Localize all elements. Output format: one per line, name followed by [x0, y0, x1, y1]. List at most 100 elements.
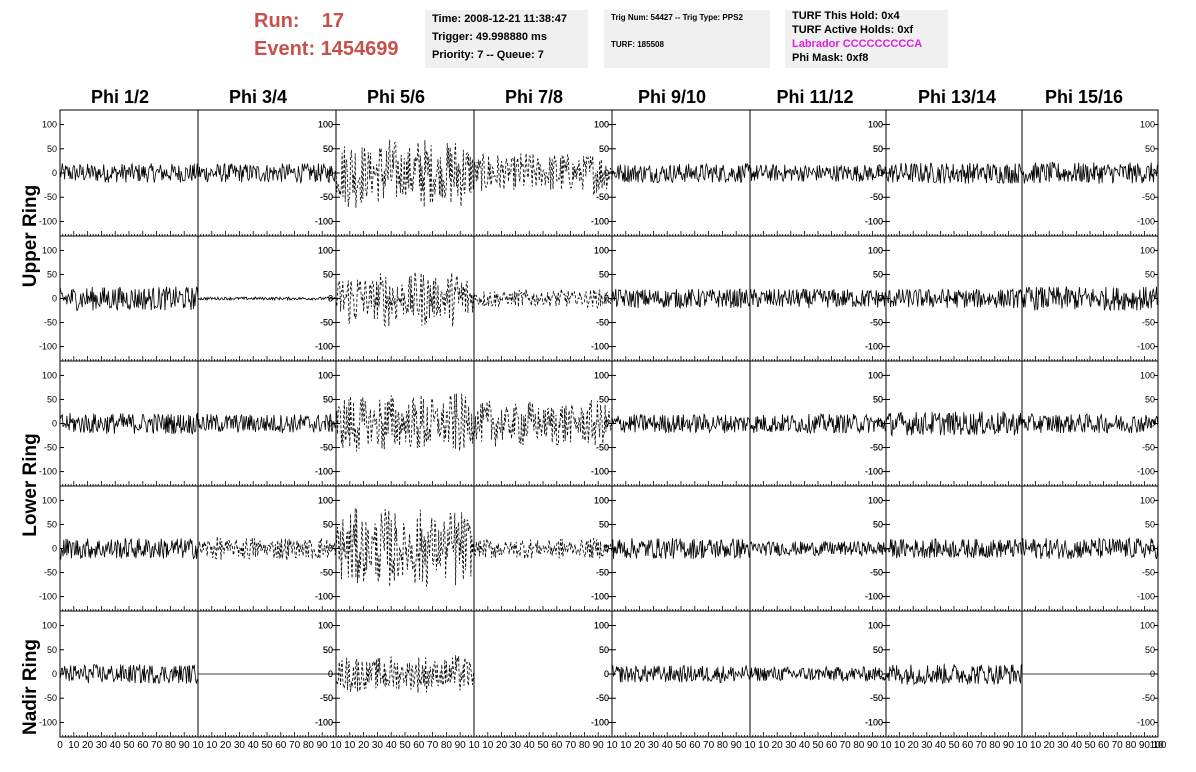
y-tick-label: 0	[328, 669, 333, 679]
waveform-r4-c4	[611, 664, 751, 684]
y-tick-label: -50	[870, 443, 883, 453]
column-title-phi-7-8: Phi 7/8	[504, 87, 564, 107]
x-tick-label: 60	[1098, 740, 1110, 751]
y-tick-label: 0	[878, 168, 883, 178]
y-tick-label: -50	[870, 318, 883, 328]
y-tick-label: -50	[596, 568, 609, 578]
waveform-r0-c0	[59, 163, 199, 183]
x-tick-label: 40	[799, 740, 811, 751]
y-tick-label: 100	[42, 370, 57, 380]
x-tick-label: 40	[935, 740, 947, 751]
y-tick-label: 0	[604, 669, 609, 679]
y-tick-label: -100	[315, 717, 333, 727]
x-tick-label: 60	[826, 740, 838, 751]
y-tick-label: -50	[596, 693, 609, 703]
y-tick-label: -100	[315, 467, 333, 477]
y-tick-label: -100	[315, 216, 333, 226]
x-tick-label: 60	[689, 740, 701, 751]
y-tick-label: -50	[870, 693, 883, 703]
x-tick-label: 20	[634, 740, 646, 751]
y-tick-label: 50	[873, 144, 883, 154]
y-tick-label: -50	[596, 192, 609, 202]
y-tick-label: 100	[42, 621, 57, 631]
y-tick-label: -100	[39, 342, 57, 352]
y-tick-label: -100	[315, 592, 333, 602]
y-tick-label: 0	[878, 669, 883, 679]
y-tick-label: 50	[599, 519, 609, 529]
y-tick-label: 100	[594, 120, 609, 130]
x-tick-label: 20	[772, 740, 784, 751]
waveform-r3-c7	[1021, 536, 1159, 560]
x-tick-label: 50	[123, 740, 135, 751]
x-tick-label: 70	[565, 740, 577, 751]
y-tick-label: 100	[868, 120, 883, 130]
column-title-phi-3-4: Phi 3/4	[228, 87, 288, 107]
waveform-r2-c5	[749, 412, 887, 435]
y-tick-label: 0	[328, 544, 333, 554]
y-tick-label: 50	[47, 144, 57, 154]
time-text: Time: 2008-12-21 11:38:47	[432, 13, 567, 25]
priority-text: Priority: 7 -- Queue: 7	[432, 49, 544, 61]
y-tick-label: 50	[323, 394, 333, 404]
y-tick-label: -100	[591, 342, 609, 352]
y-tick-label: -50	[596, 443, 609, 453]
x-tick-label: 0	[57, 740, 63, 751]
y-tick-label: -100	[591, 342, 609, 352]
waveform-r3-c2	[335, 508, 475, 587]
waveform-r1-c3	[473, 288, 613, 309]
waveform-r1-c7	[1021, 286, 1159, 312]
y-tick-label: 50	[1145, 269, 1155, 279]
y-tick-label: 100	[868, 495, 883, 505]
y-tick-label: 100	[318, 120, 333, 130]
y-tick-label: 100	[1140, 245, 1155, 255]
y-tick-label: 0	[604, 168, 609, 178]
y-tick-label: -100	[591, 216, 609, 226]
y-tick-label: -50	[320, 443, 333, 453]
y-tick-label: -100	[591, 467, 609, 477]
waveform-r0-c5	[749, 164, 887, 183]
x-tick-label: 30	[921, 740, 933, 751]
waveform-r4-c6	[885, 663, 1023, 686]
x-tick-label: 70	[427, 740, 439, 751]
y-tick-label: 0	[52, 544, 57, 554]
y-tick-label: 50	[873, 645, 883, 655]
x-tick-label: 30	[510, 740, 522, 751]
y-tick-label: -100	[865, 592, 883, 602]
y-tick-label: 0	[1150, 419, 1155, 429]
y-tick-label: -100	[865, 717, 883, 727]
x-tick-label: 90	[179, 740, 191, 751]
x-tick-label: 40	[248, 740, 260, 751]
y-tick-label: -100	[39, 592, 57, 602]
y-tick-label: 0	[604, 544, 609, 554]
y-tick-label: 50	[873, 519, 883, 529]
x-tick-label: 10	[344, 740, 356, 751]
y-tick-label: -50	[596, 443, 609, 453]
y-tick-label: 100	[594, 370, 609, 380]
y-tick-label: -100	[865, 467, 883, 477]
y-tick-label: 100	[1140, 495, 1155, 505]
labrador-text: Labrador CCCCCCCCCA	[792, 38, 923, 50]
y-tick-label: 50	[873, 269, 883, 279]
waveform-r1-c4	[611, 288, 751, 310]
y-tick-label: 100	[868, 495, 883, 505]
x-tick-label: 70	[976, 740, 988, 751]
y-tick-label: 50	[323, 519, 333, 529]
y-tick-label: 50	[599, 269, 609, 279]
y-tick-label: 100	[594, 120, 609, 130]
x-tick-label: 90	[867, 740, 879, 751]
waveform-r3-c6	[885, 538, 1023, 559]
y-tick-label: -100	[591, 467, 609, 477]
x-tick-label: 60	[275, 740, 287, 751]
y-tick-label: -50	[320, 693, 333, 703]
y-tick-label: -100	[315, 592, 333, 602]
y-tick-label: -50	[320, 568, 333, 578]
y-tick-label: -100	[315, 467, 333, 477]
y-tick-label: -100	[39, 467, 57, 477]
x-tick-label: 50	[399, 740, 411, 751]
y-tick-label: -100	[591, 717, 609, 727]
y-tick-label: 0	[1150, 544, 1155, 554]
y-tick-label: -50	[870, 568, 883, 578]
y-tick-label: 100	[594, 495, 609, 505]
y-tick-label: 100	[594, 245, 609, 255]
y-tick-label: 100	[318, 621, 333, 631]
